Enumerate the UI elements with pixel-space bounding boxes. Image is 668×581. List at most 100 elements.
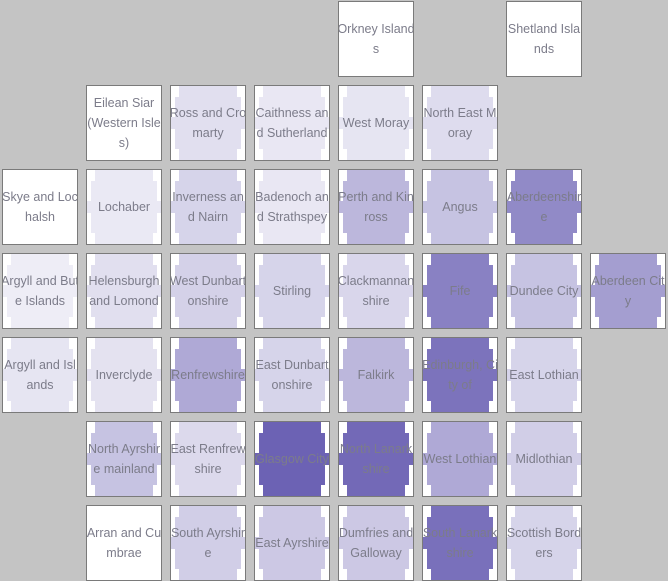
region-fill bbox=[171, 254, 245, 328]
region-label: North East Moray bbox=[423, 86, 497, 160]
region-shape bbox=[3, 338, 77, 412]
region-label-text: South Ayrshire bbox=[170, 526, 246, 560]
region-cell-argyll-and-bute-islands: Argyll and Bute Islands bbox=[2, 253, 78, 329]
region-shape bbox=[339, 338, 413, 412]
region-label-text: Clackmannanshire bbox=[338, 274, 414, 308]
region-cell-badenoch-and-strathspey: Badenoch and Strathspey bbox=[254, 169, 330, 245]
region-cell-edinburgh-city-of: Edinburgh, City of bbox=[422, 337, 498, 413]
region-label: Dumfries and Galloway bbox=[338, 506, 414, 580]
region-cell-inverclyde: Inverclyde bbox=[86, 337, 162, 413]
region-cell-dumfries-and-galloway: Dumfries and Galloway bbox=[338, 505, 414, 581]
region-shape bbox=[507, 254, 581, 328]
region-label-text: East Ayrshire bbox=[255, 536, 329, 550]
region-cell-glasgow-city: Glasgow City bbox=[254, 421, 330, 497]
region-cell-midlothian: Midlothian bbox=[506, 421, 582, 497]
region-shape bbox=[339, 254, 413, 328]
region-fill bbox=[3, 254, 77, 328]
region-shape bbox=[423, 86, 497, 160]
region-label: Argyll and Islands bbox=[3, 338, 77, 412]
region-fill bbox=[507, 422, 581, 496]
region-label-text: Shetland Islands bbox=[507, 22, 581, 56]
region-shape bbox=[87, 170, 161, 244]
region-cell-dundee-city: Dundee City bbox=[506, 253, 582, 329]
region-shape bbox=[87, 254, 161, 328]
region-label-text: West Lothian bbox=[423, 452, 497, 466]
region-cell-east-renfrewshire: East Renfrewshire bbox=[170, 421, 246, 497]
region-label-text: Scottish Borders bbox=[506, 526, 582, 560]
region-cell-aberdeenshire: Aberdeenshire bbox=[506, 169, 582, 245]
region-shape bbox=[255, 86, 329, 160]
region-label: East Dunbartonshire bbox=[255, 338, 329, 412]
region-shape bbox=[171, 170, 245, 244]
region-cell-argyll-and-islands: Argyll and Islands bbox=[2, 337, 78, 413]
region-fill bbox=[255, 422, 329, 496]
region-label-text: Glasgow City bbox=[255, 452, 329, 466]
region-label-text: North Lanarkshire bbox=[339, 442, 413, 476]
region-label: Inverclyde bbox=[87, 338, 161, 412]
region-fill bbox=[339, 170, 413, 244]
region-fill bbox=[171, 170, 245, 244]
region-label-text: Dumfries and Galloway bbox=[338, 526, 414, 560]
region-fill bbox=[339, 422, 413, 496]
region-shape bbox=[423, 422, 497, 496]
region-label: Aberdeen City bbox=[591, 254, 665, 328]
region-label-text: Angus bbox=[442, 200, 478, 214]
region-fill bbox=[507, 338, 581, 412]
region-label-text: Falkirk bbox=[357, 368, 395, 382]
region-label-text: East Renfrewshire bbox=[170, 442, 246, 476]
region-label-text: Arran and Cumbrae bbox=[86, 526, 162, 560]
region-cell-skye-and-lochalsh: Skye and Lochalsh bbox=[2, 169, 78, 245]
region-fill bbox=[339, 86, 413, 160]
region-label-text: Dundee City bbox=[509, 284, 579, 298]
region-fill bbox=[507, 254, 581, 328]
region-label: Glasgow City bbox=[255, 422, 329, 496]
region-label: Fife bbox=[423, 254, 497, 328]
region-cell-south-lanarkshire: South Lanarkshire bbox=[422, 505, 498, 581]
region-fill bbox=[171, 86, 245, 160]
region-fill bbox=[87, 422, 161, 496]
region-label-text: North Ayrshire mainland bbox=[87, 442, 160, 476]
region-label: West Moray bbox=[339, 86, 413, 160]
region-label-text: Ross and Cromarty bbox=[170, 106, 246, 140]
region-label-text: Argyll and Islands bbox=[4, 358, 76, 392]
region-shape bbox=[171, 422, 245, 496]
region-label-text: Midlothian bbox=[515, 452, 573, 466]
region-fill bbox=[3, 338, 77, 412]
region-cell-arran-and-cumbrae: Arran and Cumbrae bbox=[86, 505, 162, 581]
region-label: Falkirk bbox=[339, 338, 413, 412]
region-shape bbox=[255, 422, 329, 496]
region-label: North Lanarkshire bbox=[339, 422, 413, 496]
region-label: North Ayrshire mainland bbox=[87, 422, 161, 496]
region-label-text: Perth and Kinross bbox=[338, 190, 414, 224]
region-label-text: East Dunbartonshire bbox=[255, 358, 329, 392]
region-label-text: Inverclyde bbox=[95, 368, 153, 382]
region-cell-scottish-borders: Scottish Borders bbox=[506, 505, 582, 581]
region-fill bbox=[255, 254, 329, 328]
region-label: Ross and Cromarty bbox=[170, 86, 246, 160]
region-cell-west-lothian: West Lothian bbox=[422, 421, 498, 497]
region-label-text: North East Moray bbox=[423, 106, 497, 140]
region-cell-aberdeen-city: Aberdeen City bbox=[590, 253, 666, 329]
region-cell-east-dunbartonshire: East Dunbartonshire bbox=[254, 337, 330, 413]
region-shape bbox=[171, 86, 245, 160]
region-label: Arran and Cumbrae bbox=[86, 506, 162, 580]
region-cell-north-lanarkshire: North Lanarkshire bbox=[338, 421, 414, 497]
region-label: Scottish Borders bbox=[506, 506, 582, 580]
region-cell-east-lothian: East Lothian bbox=[506, 337, 582, 413]
region-shape bbox=[591, 254, 665, 328]
region-fill bbox=[255, 86, 329, 160]
region-label: Stirling bbox=[255, 254, 329, 328]
region-fill bbox=[87, 254, 161, 328]
region-shape bbox=[507, 170, 581, 244]
region-shape bbox=[507, 422, 581, 496]
region-label: Renfrewshire bbox=[171, 338, 245, 412]
region-fill bbox=[87, 338, 161, 412]
region-cell-clackmannanshire: Clackmannanshire bbox=[338, 253, 414, 329]
region-fill bbox=[339, 338, 413, 412]
region-fill bbox=[423, 86, 497, 160]
region-shape bbox=[171, 338, 245, 412]
region-cell-ross-and-cromarty: Ross and Cromarty bbox=[170, 85, 246, 161]
region-label-text: Argyll and Bute Islands bbox=[2, 274, 78, 308]
region-fill bbox=[339, 254, 413, 328]
